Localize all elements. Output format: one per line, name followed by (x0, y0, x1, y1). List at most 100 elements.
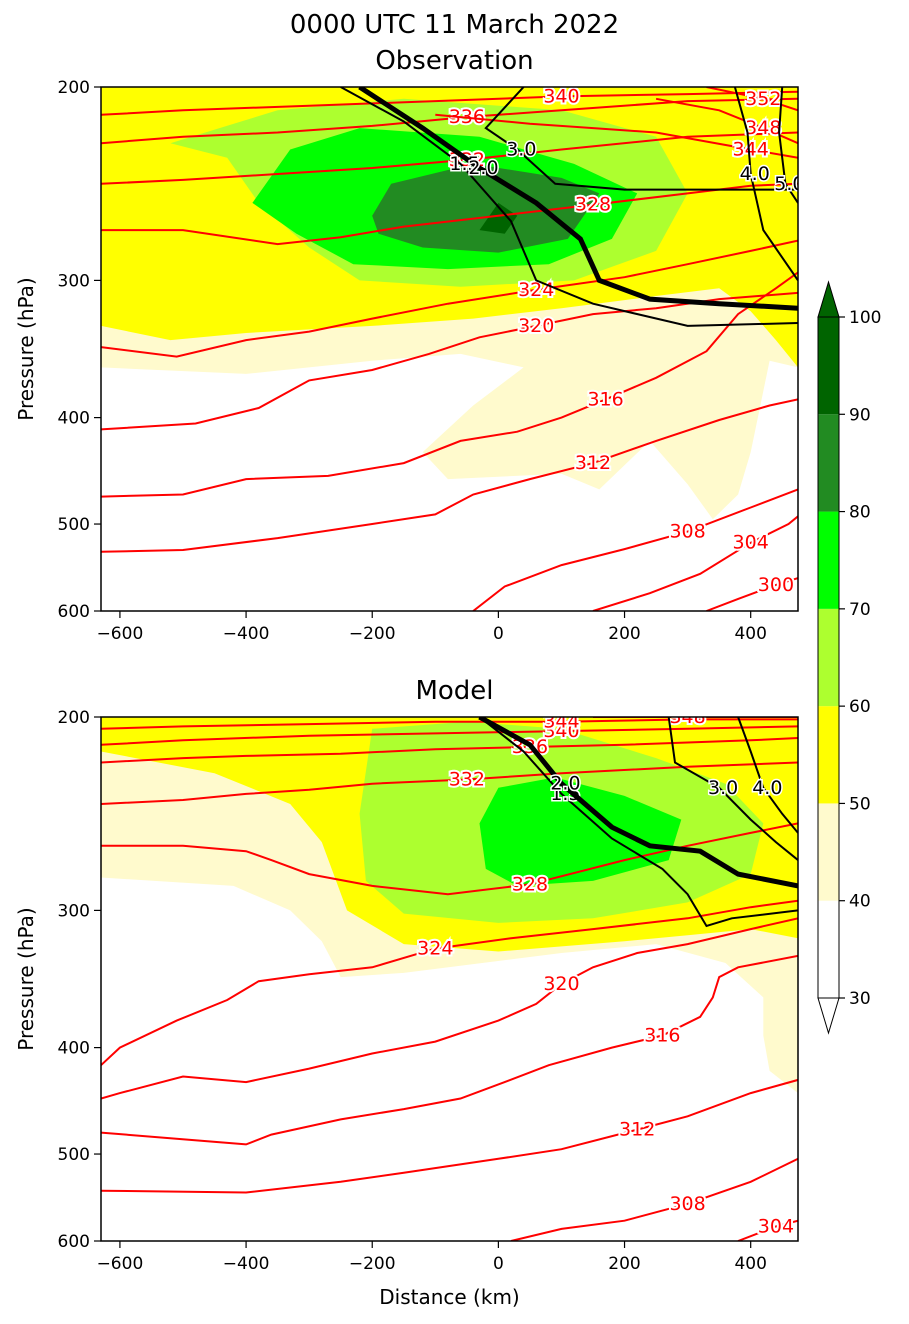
red-contour-label-304: 304 (758, 1215, 794, 1237)
black-contour-label-2: 2.0 (550, 773, 580, 795)
red-contour-label-320: 320 (543, 973, 579, 995)
red-contour-308 (472, 488, 798, 611)
x-tick-label--400: −400 (223, 624, 270, 644)
x-tick-label-0: 0 (493, 1254, 504, 1274)
red-contour-label-352: 352 (745, 88, 781, 110)
red-contour-352 (706, 87, 798, 112)
red-contour-300 (706, 577, 798, 611)
fill-layer-80 (372, 163, 600, 253)
red-contour-340 (101, 90, 798, 116)
colorbar-tick-label-80: 80 (849, 503, 871, 523)
plot-frame (100, 716, 799, 1242)
red-contour-336 (101, 97, 798, 145)
figure-title-line2: Observation (375, 46, 534, 76)
colorbar-segment-30 (818, 900, 839, 998)
colorbar-tick-label-40: 40 (849, 892, 871, 912)
black-contour-label-4: 4.0 (752, 777, 782, 799)
colorbar-segment-60 (818, 608, 839, 707)
colorbar-tick-label-60: 60 (849, 697, 871, 717)
red-contour-label-340: 340 (543, 85, 579, 107)
colorbar-extend-max (817, 280, 840, 318)
red-contour-328 (101, 822, 798, 896)
red-contour-label-332: 332 (449, 768, 485, 790)
red-contour-label-312: 312 (619, 1119, 655, 1141)
black-contour-3 (484, 87, 798, 191)
red-contour-label-344: 344 (543, 711, 579, 733)
red-contour-label-316: 316 (644, 1025, 680, 1047)
red-contour-label-344: 344 (733, 138, 769, 160)
red-contour-304 (737, 1219, 798, 1241)
y-tick-label-500: 500 (58, 515, 90, 535)
red-contour-label-324: 324 (417, 938, 453, 960)
red-contour-label-316: 316 (587, 388, 623, 410)
y-tick-label-600: 600 (58, 1232, 90, 1252)
black-contour-1-5 (478, 717, 798, 928)
red-contour-label-348: 348 (669, 706, 705, 728)
black-contour-2 (478, 717, 798, 889)
red-contour-label-328: 328 (575, 194, 611, 216)
red-contour-344 (101, 718, 798, 730)
x-tick-label-200: 200 (608, 624, 640, 644)
x-tick-label-400: 400 (734, 1254, 766, 1274)
colorbar-tick-label-70: 70 (849, 600, 871, 620)
red-contour-332 (101, 761, 798, 805)
red-contour-320 (101, 291, 798, 431)
red-contour-348 (655, 97, 798, 145)
x-tick-label--200: −200 (349, 624, 396, 644)
colorbar-segment-70 (818, 511, 839, 609)
y-axis-label: Pressure (hPa) (14, 907, 38, 1050)
colorbar: 30 40 50 60 70 80 90 100 (817, 280, 881, 1035)
x-tick-label-0: 0 (493, 624, 504, 644)
colorbar-segment-80 (818, 414, 839, 512)
colorbar-frame (817, 316, 840, 999)
red-contour-340 (101, 725, 798, 746)
black-contour-label-4: 4.0 (740, 163, 770, 185)
red-contour-336 (101, 737, 798, 764)
x-tick-label--600: −600 (97, 1254, 144, 1274)
y-tick-label-300: 300 (58, 901, 90, 921)
black-contour-4 (733, 87, 798, 281)
red-contour-label-348: 348 (745, 117, 781, 139)
red-contour-308 (510, 1157, 798, 1241)
red-contour-label-308: 308 (669, 521, 705, 543)
red-contour-324 (101, 899, 798, 1066)
x-tick-label-400: 400 (734, 624, 766, 644)
plot-frame (100, 86, 799, 612)
y-tick-label-500: 500 (58, 1145, 90, 1165)
black-contour-2 (358, 87, 798, 311)
black-contour-label-3: 3.0 (708, 777, 738, 799)
y-tick-label-300: 300 (58, 271, 90, 291)
red-contour-324 (101, 239, 798, 358)
colorbar-segment-50 (818, 706, 839, 804)
panel-observation: 3003043083123163203243283323363403443483… (14, 78, 799, 644)
colorbar-segment-40 (818, 803, 839, 901)
black-contour-label-3: 3.0 (506, 138, 536, 160)
colorbar-segment-90 (818, 317, 839, 415)
red-contour-312 (101, 398, 798, 553)
red-contour-label-312: 312 (575, 452, 611, 474)
plot-area: 3003043083123163203243283323363403443483… (101, 85, 798, 611)
y-tick-label-400: 400 (58, 1039, 90, 1059)
colorbar-tick-label-30: 30 (849, 989, 871, 1009)
colorbar-tick-label-100: 100 (849, 308, 881, 328)
red-contour-344 (435, 113, 798, 159)
red-contour-label-300: 300 (758, 574, 794, 596)
colorbar-extend-min (817, 997, 840, 1035)
black-contour-label-2: 2.0 (468, 157, 498, 179)
y-tick-label-400: 400 (58, 409, 90, 429)
figure-title-line1: 0000 UTC 11 March 2022 (289, 10, 620, 40)
black-contour-1-5 (340, 87, 798, 327)
y-tick-label-600: 600 (58, 602, 90, 622)
red-contour-320 (101, 917, 798, 1100)
red-contour-label-308: 308 (669, 1193, 705, 1215)
x-tick-label--600: −600 (97, 624, 144, 644)
x-tick-label--200: −200 (349, 1254, 396, 1274)
black-contour-4 (737, 717, 798, 834)
red-contour-label-324: 324 (518, 279, 554, 301)
x-tick-label--400: −400 (223, 1254, 270, 1274)
red-contour-label-328: 328 (512, 873, 548, 895)
colorbar-tick-label-90: 90 (849, 405, 871, 425)
fill-layer-90 (479, 202, 518, 234)
